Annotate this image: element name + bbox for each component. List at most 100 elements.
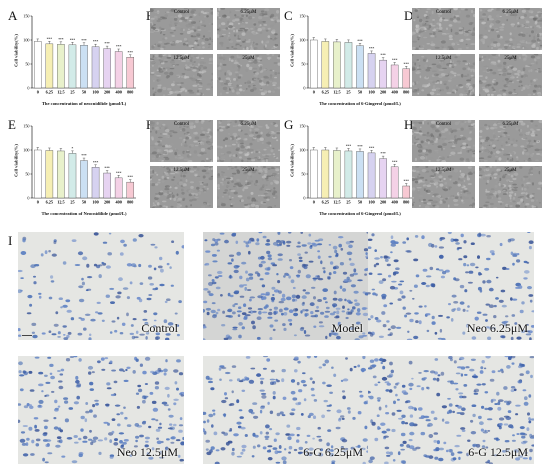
x-tick-label: 200 [104,90,110,95]
stained-cell [391,428,396,433]
stained-cell [317,426,321,430]
stained-cell [109,360,113,364]
stained-cell [119,368,124,372]
stained-cell [270,369,275,373]
cell-texture [460,122,465,126]
cell-texture [493,41,498,44]
stained-cell [336,335,341,340]
stained-cell [58,380,63,383]
cell-texture [169,32,174,34]
stained-cell [503,323,508,327]
cell-texture [508,138,510,140]
cell-texture [511,48,515,50]
cell-texture [267,90,272,93]
stained-cell [101,319,105,322]
stained-cell [236,310,242,313]
cell-texture [412,54,414,57]
stained-cell [174,381,178,385]
cell-texture [460,190,463,192]
cell-texture [265,44,267,48]
stain-label: 6-G 12.5μM [468,445,528,459]
cell-texture [226,145,232,147]
cell-texture [193,42,198,45]
stained-cell [182,436,184,441]
stained-cell [440,371,445,376]
cell-texture [218,71,220,75]
cell-texture [511,166,516,168]
cell-texture [512,46,518,49]
stained-cell [269,410,274,415]
stained-cell [155,332,160,336]
cell-texture [260,187,263,190]
stained-cell [396,409,402,412]
cell-texture [492,57,498,59]
stained-cell [488,304,494,308]
stained-cell [528,417,531,421]
stained-cell [92,404,96,408]
cell-texture [451,42,456,46]
cell-texture [186,193,190,197]
cell-texture [436,185,439,188]
cell-texture [488,58,491,61]
cell-texture [481,80,487,83]
stained-cell [334,249,338,254]
cell-texture [202,203,207,206]
cell-texture [517,25,521,28]
stained-cell [245,241,249,245]
stained-cell [161,401,168,405]
stained-cell [210,446,215,450]
stained-cell [510,386,516,389]
stained-cell [288,309,294,313]
stained-cell [30,453,35,456]
cell-texture [485,76,488,79]
stained-cell [300,413,304,416]
stained-cell [149,283,154,286]
cell-texture [266,126,270,129]
stained-cell [408,382,414,387]
cell-texture [210,175,213,178]
error-bar [393,164,396,167]
cell-texture [458,62,461,65]
stained-cell [150,370,155,374]
stained-cell [297,241,301,245]
stained-cell [471,336,477,340]
cell-texture [534,69,538,71]
y-tick-label: 100 [299,148,305,153]
cell-texture [197,46,202,49]
stained-cell [510,426,514,429]
cell-texture [508,174,511,176]
stained-cell [324,310,331,313]
cell-texture [251,138,255,141]
stained-cell [29,389,35,392]
cell-texture [448,75,453,79]
cell-texture [417,91,422,94]
cell-texture [189,30,195,33]
cell-texture [156,19,161,23]
cell-texture [273,196,276,199]
cell-texture [508,188,512,190]
cell-texture [274,43,279,47]
stained-cell [522,389,527,392]
cell-texture [488,155,493,157]
stain-cells [368,232,534,340]
cell-texture [151,8,156,10]
cell-texture [497,131,501,133]
cell-texture [539,44,542,47]
cell-texture [197,190,200,192]
stained-cell [219,232,225,235]
cell-texture [495,20,501,24]
cell-texture [180,174,183,178]
error-bar [82,42,86,46]
stained-cell [436,377,440,382]
stained-cell [280,297,286,302]
cell-texture [434,149,439,152]
stained-cell [281,312,284,316]
stained-cell [242,284,248,286]
cell-texture [436,195,441,198]
stained-cell [480,233,486,237]
stained-cell [113,442,119,446]
cell-texture [418,121,423,125]
cell-texture [462,60,467,63]
cell-texture [459,157,464,161]
cell-texture [426,67,432,69]
